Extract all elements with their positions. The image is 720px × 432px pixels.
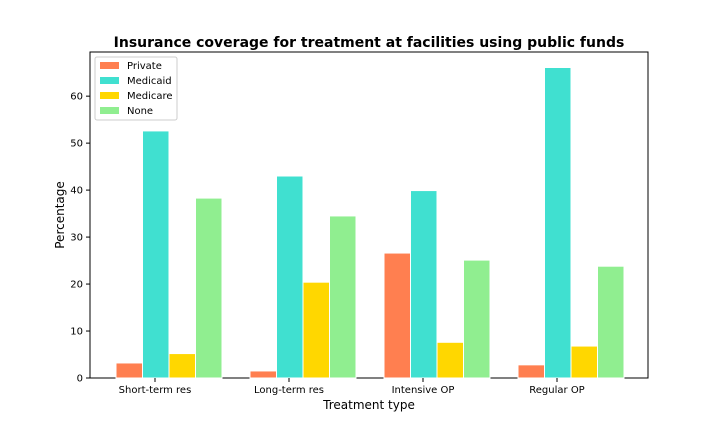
legend-swatch-medicare [100, 92, 119, 99]
legend-box [94, 56, 178, 121]
legend-swatch-private [100, 62, 119, 69]
y-tick-label: 40 [70, 186, 83, 197]
legend-swatch-none [100, 107, 119, 114]
y-tick-label: 60 [70, 92, 83, 103]
bar-private-0 [115, 362, 143, 379]
y-tick-label: 50 [70, 139, 83, 150]
x-axis: Short-term res Long-term res Intensive OP R… [119, 378, 585, 396]
bar-none-2 [463, 259, 491, 379]
bar-medicaid-0 [142, 130, 170, 379]
legend-label-private: Private [127, 61, 162, 72]
bar-medicaid-1 [276, 175, 304, 379]
bar-none-1 [329, 215, 357, 379]
legend-label-medicaid: Medicaid [127, 76, 172, 87]
bar-none-0 [195, 197, 223, 379]
bar-private-3 [517, 364, 545, 379]
bar-medicare-3 [570, 345, 598, 379]
bar-private-1 [249, 370, 277, 379]
bar-medicare-2 [436, 341, 464, 379]
x-tick-label: Short-term res [119, 385, 192, 396]
legend-label-medicare: Medicare [127, 91, 173, 102]
y-tick-label: 20 [70, 280, 83, 291]
legend-swatch-medicaid [100, 77, 119, 84]
y-axis: 0 10 20 30 40 50 60 [70, 92, 90, 385]
bar-medicaid-3 [544, 67, 572, 379]
bar-medicare-1 [302, 281, 330, 379]
y-axis-label: Percentage [53, 181, 67, 249]
bars [115, 67, 625, 379]
y-tick-label: 10 [70, 327, 83, 338]
bar-private-2 [383, 252, 411, 379]
x-axis-label: Treatment type [322, 398, 415, 412]
legend-label-none: None [127, 106, 153, 117]
y-tick-label: 0 [77, 374, 83, 385]
x-tick-label: Long-term res [254, 385, 324, 396]
x-tick-label: Regular OP [529, 385, 584, 396]
bar-medicare-0 [168, 353, 196, 379]
y-tick-label: 30 [70, 233, 83, 244]
chart-title: Insurance coverage for treatment at faci… [114, 35, 625, 51]
bar-medicaid-2 [410, 190, 438, 379]
bar-none-3 [597, 265, 625, 379]
plot-area [89, 51, 649, 379]
legend: Private Medicaid Medicare None [94, 56, 178, 121]
x-tick-label: Intensive OP [392, 385, 455, 396]
